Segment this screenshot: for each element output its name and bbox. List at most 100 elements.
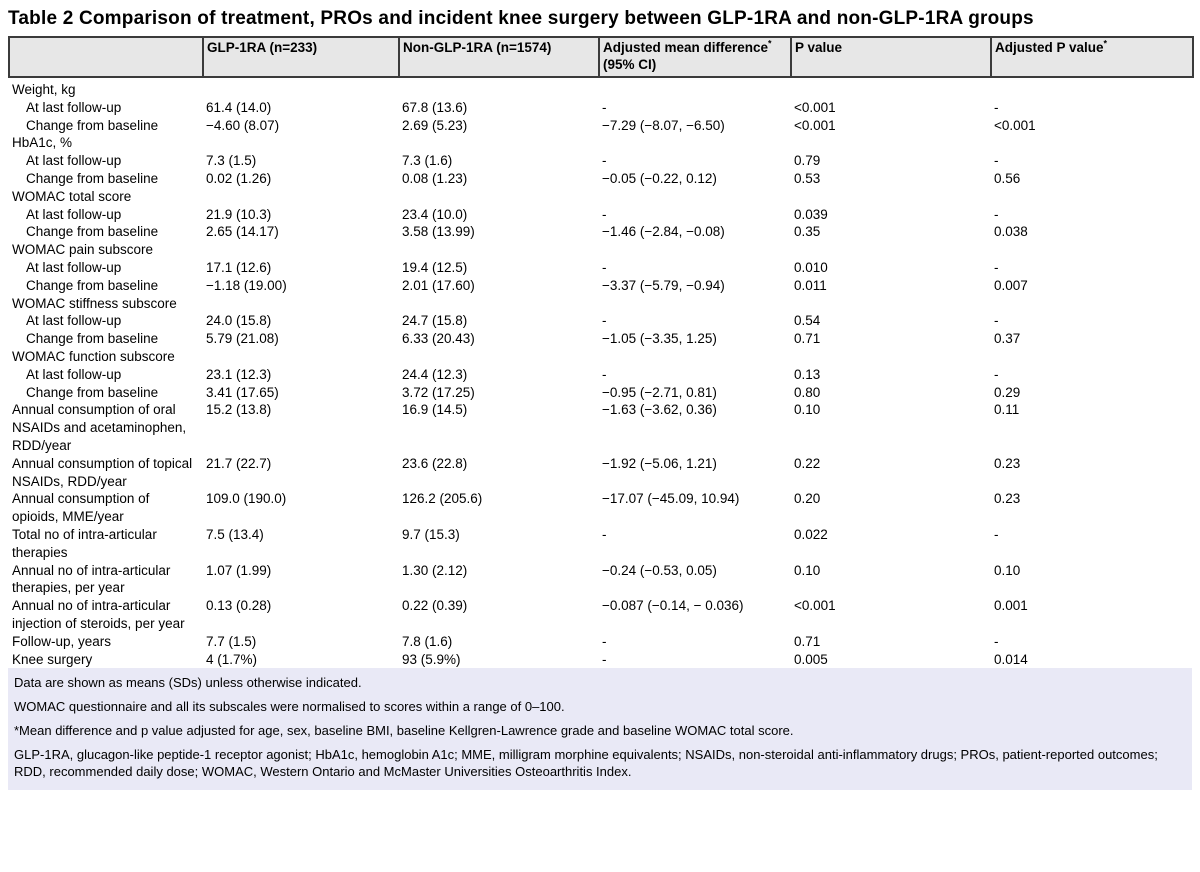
value-cell: 21.7 (22.7) <box>206 455 272 471</box>
value-cell: 5.79 (21.08) <box>206 331 279 347</box>
row-label-cell: WOMAC total score <box>12 188 132 204</box>
value-cell: 0.014 <box>994 651 1028 667</box>
value-cell: 67.8 (13.6) <box>402 99 468 115</box>
row-label-cell: At last follow-up <box>26 366 122 382</box>
value-cell: 1.30 (2.12) <box>402 562 468 578</box>
footnote-text: *Mean difference and p value adjusted fo… <box>14 723 794 739</box>
table-row: At last follow-up 21.9 (10.3) 23.4 (10.0) -… <box>9 206 1193 224</box>
value-cell: - <box>994 153 999 169</box>
value-cell: - <box>994 259 999 275</box>
value-cell: 0.02 (1.26) <box>206 170 272 186</box>
value-cell: 0.038 <box>994 224 1028 240</box>
table-header-row: GLP-1RA (n=233) Non-GLP-1RA (n=1574) Adjus… <box>8 36 1194 78</box>
value-cell: −0.05 (−0.22, 0.12) <box>602 170 717 186</box>
value-cell: - <box>602 633 607 649</box>
value-cell: 109.0 (190.0) <box>206 491 287 507</box>
value-cell: 21.9 (10.3) <box>206 206 272 222</box>
value-cell: 1.07 (1.99) <box>206 562 272 578</box>
value-cell: 0.10 <box>794 402 821 418</box>
header-cell: P value <box>790 36 992 78</box>
table-row: Change from baseline 3.41 (17.65) 3.72 (17… <box>9 384 1193 402</box>
row-label-cell: Annual consumption of opioids, MME/year <box>12 491 150 525</box>
section-row: WOMAC stiffness subscore <box>9 295 1193 313</box>
value-cell: −1.92 (−5.06, 1.21) <box>602 455 717 471</box>
value-cell: −0.087 (−0.14, − 0.036) <box>602 598 744 614</box>
table-body: Weight, kg At last follow-up 61.4 (14.0) 67… <box>9 77 1193 668</box>
value-cell: 24.4 (12.3) <box>402 366 468 382</box>
row-label-cell: Change from baseline <box>26 384 159 400</box>
value-cell: - <box>602 313 607 329</box>
value-cell: −1.18 (19.00) <box>206 277 287 293</box>
value-cell: 0.08 (1.23) <box>402 170 468 186</box>
value-cell: 0.71 <box>794 331 821 347</box>
table-row: Annual consumption of oral NSAIDs and ac… <box>9 401 1193 454</box>
value-cell: 126.2 (205.6) <box>402 491 483 507</box>
value-cell: <0.001 <box>794 598 836 614</box>
row-label-cell: WOMAC function subscore <box>12 348 175 364</box>
value-cell: 93 (5.9%) <box>402 651 461 667</box>
table-row: Change from baseline −1.18 (19.00) 2.01 (1… <box>9 277 1193 295</box>
value-cell: 2.69 (5.23) <box>402 117 468 133</box>
row-label-cell: At last follow-up <box>26 259 122 275</box>
value-cell: 0.80 <box>794 384 821 400</box>
header-cell: Adjusted mean difference* (95% CI) <box>598 36 792 78</box>
value-cell: 4 (1.7%) <box>206 651 258 667</box>
value-cell: - <box>994 633 999 649</box>
table-row: Annual no of intra-articular injection o… <box>9 597 1193 633</box>
value-cell: - <box>602 651 607 667</box>
value-cell: −3.37 (−5.79, −0.94) <box>602 277 725 293</box>
value-cell: 0.001 <box>994 598 1028 614</box>
value-cell: 23.4 (10.0) <box>402 206 468 222</box>
row-label-cell: Knee surgery <box>12 651 93 667</box>
value-cell: 0.53 <box>794 170 821 186</box>
table-row: At last follow-up 17.1 (12.6) 19.4 (12.5) -… <box>9 259 1193 277</box>
row-label-cell: Change from baseline <box>26 331 159 347</box>
value-cell: −17.07 (−45.09, 10.94) <box>602 491 740 507</box>
row-label-cell: Annual no of intra-articular injection o… <box>12 598 185 631</box>
footnote-text: WOMAC questionnaire and all its subscale… <box>14 699 565 715</box>
row-label-cell: At last follow-up <box>26 313 122 329</box>
value-cell: 0.22 (0.39) <box>402 598 468 614</box>
value-cell: 17.1 (12.6) <box>206 259 272 275</box>
value-cell: 0.039 <box>794 206 828 222</box>
row-label-cell: WOMAC stiffness subscore <box>12 295 177 311</box>
section-row: WOMAC pain subscore <box>9 241 1193 259</box>
value-cell: 2.01 (17.60) <box>402 277 475 293</box>
value-cell: 0.23 <box>994 455 1021 471</box>
value-cell: - <box>994 206 999 222</box>
value-cell: 3.72 (17.25) <box>402 384 475 400</box>
table-row: At last follow-up 7.3 (1.5) 7.3 (1.6) - 0.79… <box>9 152 1193 170</box>
value-cell: 0.79 <box>794 153 821 169</box>
value-cell: 0.11 <box>994 402 1020 418</box>
value-cell: - <box>994 313 999 329</box>
value-cell: −1.05 (−3.35, 1.25) <box>602 331 717 347</box>
comparison-table: GLP-1RA (n=233) Non-GLP-1RA (n=1574) Adjus… <box>8 36 1194 668</box>
value-cell: 0.13 (0.28) <box>206 598 272 614</box>
row-label-cell: Annual consumption of oral NSAIDs and ac… <box>12 402 187 453</box>
value-cell: 23.1 (12.3) <box>206 366 272 382</box>
table-row: Total no of intra-articular therapies 7.5… <box>9 526 1193 562</box>
value-cell: <0.001 <box>794 99 836 115</box>
value-cell: −7.29 (−8.07, −6.50) <box>602 117 725 133</box>
value-cell: - <box>602 259 607 275</box>
value-cell: −4.60 (8.07) <box>206 117 280 133</box>
value-cell: 0.56 <box>994 170 1021 186</box>
row-label-cell: Change from baseline <box>26 170 159 186</box>
table-row: Change from baseline 5.79 (21.08) 6.33 (20… <box>9 330 1193 348</box>
value-cell: 9.7 (15.3) <box>402 526 460 542</box>
value-cell: 0.005 <box>794 651 828 667</box>
row-label-cell: Change from baseline <box>26 277 159 293</box>
value-cell: −1.63 (−3.62, 0.36) <box>602 402 717 418</box>
value-cell: - <box>602 153 607 169</box>
row-label-cell: HbA1c, % <box>12 135 73 151</box>
table-header: GLP-1RA (n=233) Non-GLP-1RA (n=1574) Adjus… <box>8 36 1194 78</box>
header-cell: Adjusted P value* <box>990 36 1194 78</box>
value-cell: 3.58 (13.99) <box>402 224 475 240</box>
value-cell: 15.2 (13.8) <box>206 402 272 418</box>
value-cell: 0.010 <box>794 259 828 275</box>
value-cell: 7.5 (13.4) <box>206 526 264 542</box>
value-cell: - <box>994 526 999 542</box>
value-cell: 7.8 (1.6) <box>402 633 453 649</box>
value-cell: 24.7 (15.8) <box>402 313 468 329</box>
